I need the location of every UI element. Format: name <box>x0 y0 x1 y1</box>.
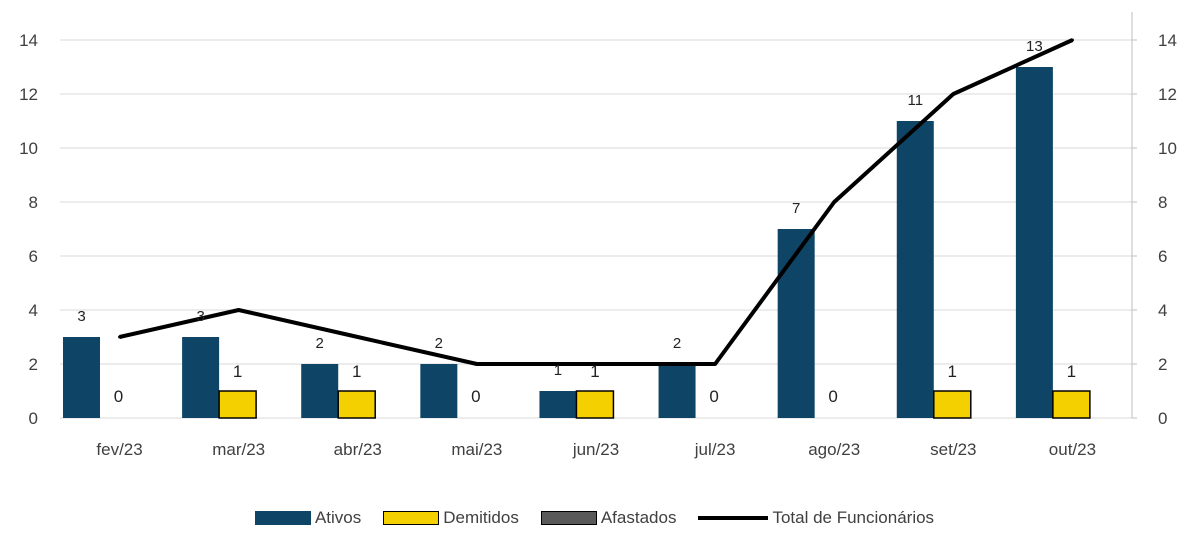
data-label-demitidos: 0 <box>114 387 123 406</box>
point-total-funcionarios[interactable] <box>951 92 955 96</box>
data-label-demitidos: 1 <box>1067 362 1076 381</box>
data-label-ativos: 11 <box>907 92 923 109</box>
y2-tick-label: 12 <box>1158 85 1177 104</box>
y-tick-label: 10 <box>19 139 38 158</box>
bar-ativos[interactable] <box>63 337 100 418</box>
bar-ativos[interactable] <box>777 229 815 418</box>
point-total-funcionarios[interactable] <box>356 335 360 339</box>
x-tick-label: jul/23 <box>694 440 736 459</box>
bar-demitidos[interactable] <box>575 390 615 419</box>
point-total-funcionarios[interactable] <box>237 308 241 312</box>
x-tick-label: ago/23 <box>808 440 860 459</box>
bar-ativos[interactable] <box>1015 67 1053 418</box>
bar-ativos[interactable] <box>182 337 220 418</box>
legend-item-demitidos[interactable]: Demitidos <box>383 508 519 528</box>
data-label-ativos: 3 <box>196 308 204 325</box>
legend-swatch-total <box>698 516 769 520</box>
y-tick-label: 8 <box>29 193 38 212</box>
data-label-demitidos: 0 <box>709 387 718 406</box>
x-tick-label: mai/23 <box>451 440 502 459</box>
y2-tick-label: 2 <box>1158 355 1167 374</box>
data-label-ativos: 1 <box>554 362 562 379</box>
x-tick-label: fev/23 <box>96 440 142 459</box>
data-label-ativos: 3 <box>77 308 85 325</box>
data-label-ativos: 2 <box>435 335 443 352</box>
y-tick-label: 0 <box>29 409 38 428</box>
data-label-ativos: 7 <box>792 200 800 217</box>
y-tick-label: 2 <box>29 355 38 374</box>
x-tick-label: abr/23 <box>334 440 382 459</box>
bar-ativos[interactable] <box>658 364 696 418</box>
x-tick-label: jun/23 <box>572 440 619 459</box>
point-total-funcionarios[interactable] <box>594 362 598 366</box>
bar-ativos[interactable] <box>539 391 577 418</box>
x-tick-label: set/23 <box>930 440 976 459</box>
y2-tick-label: 6 <box>1158 247 1167 266</box>
point-total-funcionarios[interactable] <box>475 362 479 366</box>
bar-demitidos[interactable] <box>337 390 376 419</box>
data-label-demitidos: 1 <box>948 362 957 381</box>
legend-label-afastados: Afastados <box>600 508 677 527</box>
data-label-demitidos: 1 <box>352 362 361 381</box>
right-y-axis: 0 2 4 6 8 10 12 14 <box>1131 12 1177 428</box>
point-total-funcionarios[interactable] <box>118 335 122 339</box>
bar-demitidos[interactable] <box>1052 390 1091 419</box>
y2-tick-label: 14 <box>1158 31 1177 50</box>
y2-tick-label: 0 <box>1158 409 1167 428</box>
legend-item-afastados[interactable]: Afastados <box>540 508 677 528</box>
point-total-funcionarios[interactable] <box>713 362 717 366</box>
point-total-funcionarios[interactable] <box>1070 38 1074 42</box>
legend-label-ativos: Ativos <box>314 508 362 527</box>
bar-ativos[interactable] <box>301 364 339 418</box>
legend-item-total[interactable]: Total de Funcionários <box>698 508 934 528</box>
x-tick-label: out/23 <box>1049 440 1096 459</box>
y-tick-label: 6 <box>29 247 38 266</box>
y-tick-label: 12 <box>19 85 38 104</box>
bar-ativos[interactable] <box>896 121 934 418</box>
left-y-axis: 0 2 4 6 8 10 12 14 <box>19 31 38 428</box>
line-series <box>118 38 1074 366</box>
y2-tick-label: 10 <box>1158 139 1177 158</box>
y-tick-label: 14 <box>19 31 38 50</box>
legend: Ativos Demitidos Afastados Total de Func… <box>0 508 1189 528</box>
bar-ativos[interactable] <box>420 364 458 418</box>
legend-swatch-ativos <box>254 511 311 525</box>
bar-demitidos[interactable] <box>218 390 257 419</box>
data-label-ativos: 13 <box>1026 38 1043 55</box>
y2-tick-label: 4 <box>1158 301 1167 320</box>
data-label-demitidos: 0 <box>828 387 837 406</box>
data-label-demitidos: 1 <box>233 362 242 381</box>
y-tick-label: 4 <box>29 301 38 320</box>
data-label-demitidos: 1 <box>590 362 599 381</box>
point-total-funcionarios[interactable] <box>832 200 836 204</box>
bar-demitidos[interactable] <box>933 390 972 419</box>
legend-swatch-afastados <box>540 511 597 525</box>
y2-tick-label: 8 <box>1158 193 1167 212</box>
data-label-ativos: 2 <box>316 335 324 352</box>
x-axis: fev/23 mar/23 abr/23 mai/23 jun/23 jul/23 ago/… <box>96 440 1096 459</box>
legend-label-demitidos: Demitidos <box>443 508 519 527</box>
legend-label-total: Total de Funcionários <box>772 508 935 527</box>
bar-series <box>63 67 1091 419</box>
data-label-demitidos: 0 <box>471 387 480 406</box>
data-label-ativos: 2 <box>673 335 681 352</box>
x-tick-label: mar/23 <box>212 440 265 459</box>
legend-item-ativos[interactable]: Ativos <box>254 508 362 528</box>
legend-swatch-demitidos <box>383 511 440 525</box>
